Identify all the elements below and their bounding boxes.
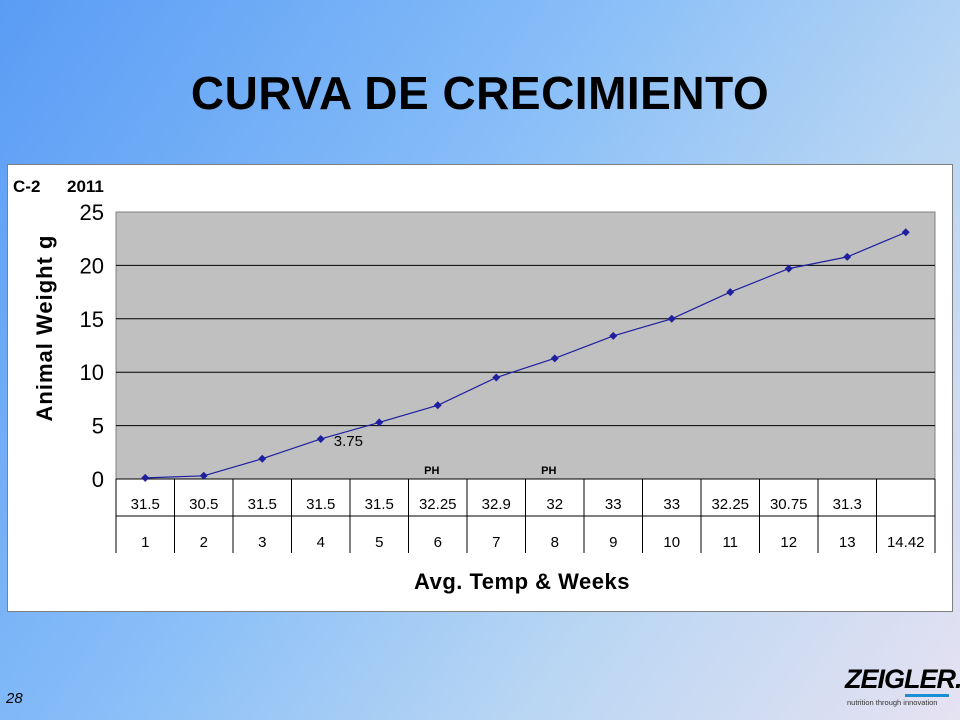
annotation-label: PH bbox=[424, 465, 439, 477]
table-week-cell: 3 bbox=[258, 534, 266, 551]
annotation-label: PH bbox=[541, 465, 556, 477]
zeigler-logo: ZEIGLER. nutrition through innovation bbox=[845, 664, 960, 714]
data-table-grid bbox=[115, 479, 936, 553]
table-week-cell: 10 bbox=[663, 534, 680, 551]
table-week-cell: 6 bbox=[434, 534, 442, 551]
y-tick-label: 5 bbox=[92, 414, 104, 439]
table-week-cell: 5 bbox=[375, 534, 383, 551]
table-week-cell: 11 bbox=[722, 534, 738, 551]
table-temp-cell: 31.5 bbox=[248, 496, 277, 513]
table-week-cell: 7 bbox=[492, 534, 500, 551]
data-point bbox=[199, 471, 208, 480]
table-week-cell: 12 bbox=[780, 534, 797, 551]
data-point bbox=[784, 264, 793, 273]
data-point bbox=[550, 354, 559, 363]
table-week-cell: 8 bbox=[551, 534, 559, 551]
data-point bbox=[433, 401, 442, 410]
table-week-cell: 13 bbox=[839, 534, 856, 551]
table-week-cell: 9 bbox=[609, 534, 617, 551]
logo-accent-bar bbox=[905, 694, 949, 697]
data-point bbox=[609, 331, 618, 340]
table-temp-cell: 31.5 bbox=[365, 496, 394, 513]
table-temp-cell: 33 bbox=[663, 496, 680, 513]
data-point bbox=[141, 473, 150, 482]
table-week-cell: 2 bbox=[200, 534, 208, 551]
plot-area bbox=[115, 211, 936, 480]
data-point bbox=[492, 373, 501, 382]
y-tick-label: 10 bbox=[80, 360, 104, 385]
logo-wordmark: ZEIGLER. bbox=[845, 664, 960, 694]
slide-title: CURVA DE CRECIMIENTO bbox=[190, 67, 770, 119]
data-point bbox=[316, 434, 325, 443]
data-table-temp-row: 31.5 30.5 31.5 31.5 31.5 32.25 32.9 32 33 33 32.25… bbox=[131, 496, 862, 513]
chart-corner-label-left: C-2 bbox=[13, 177, 40, 196]
table-temp-cell: 30.5 bbox=[189, 496, 218, 513]
table-temp-cell: 31.5 bbox=[131, 496, 160, 513]
table-temp-cell: 30.75 bbox=[770, 496, 808, 513]
table-temp-cell: 31.3 bbox=[833, 496, 862, 513]
table-temp-cell: 32.25 bbox=[419, 496, 457, 513]
data-point bbox=[843, 252, 852, 261]
y-tick-label: 0 bbox=[92, 467, 104, 492]
chart-corner-label-right: 2011 bbox=[67, 177, 104, 196]
y-tick-label: 25 bbox=[80, 200, 104, 225]
table-week-cell: 14.42 bbox=[887, 534, 925, 551]
data-point bbox=[375, 418, 384, 427]
data-point bbox=[901, 228, 910, 237]
table-temp-cell: 32 bbox=[546, 496, 563, 513]
y-axis-ticks: 0 5 10 15 20 25 bbox=[80, 200, 104, 492]
page-number: 28 bbox=[6, 690, 23, 707]
series-markers bbox=[141, 228, 910, 482]
data-label: 3.75 bbox=[334, 433, 363, 450]
table-temp-cell: 32.9 bbox=[482, 496, 511, 513]
logo-tagline: nutrition through innovation bbox=[847, 698, 938, 707]
table-week-cell: 4 bbox=[317, 534, 325, 551]
table-temp-cell: 32.25 bbox=[711, 496, 749, 513]
table-temp-cell: 31.5 bbox=[306, 496, 335, 513]
data-point bbox=[667, 314, 676, 323]
table-week-cell: 1 bbox=[141, 534, 149, 551]
x-axis-label: Avg. Temp & Weeks bbox=[414, 569, 630, 594]
data-point bbox=[726, 288, 735, 297]
data-point bbox=[258, 454, 267, 463]
data-labels: 3.75 PH PH bbox=[334, 433, 557, 477]
series-line bbox=[145, 231, 907, 479]
table-temp-cell: 33 bbox=[605, 496, 622, 513]
y-tick-label: 15 bbox=[80, 307, 104, 332]
y-tick-label: 20 bbox=[80, 253, 104, 278]
data-table-week-row: 1 2 3 4 5 6 7 8 9 10 11 12 13 14.42 bbox=[141, 534, 924, 551]
y-axis-label: Animal Weight g bbox=[32, 235, 57, 422]
